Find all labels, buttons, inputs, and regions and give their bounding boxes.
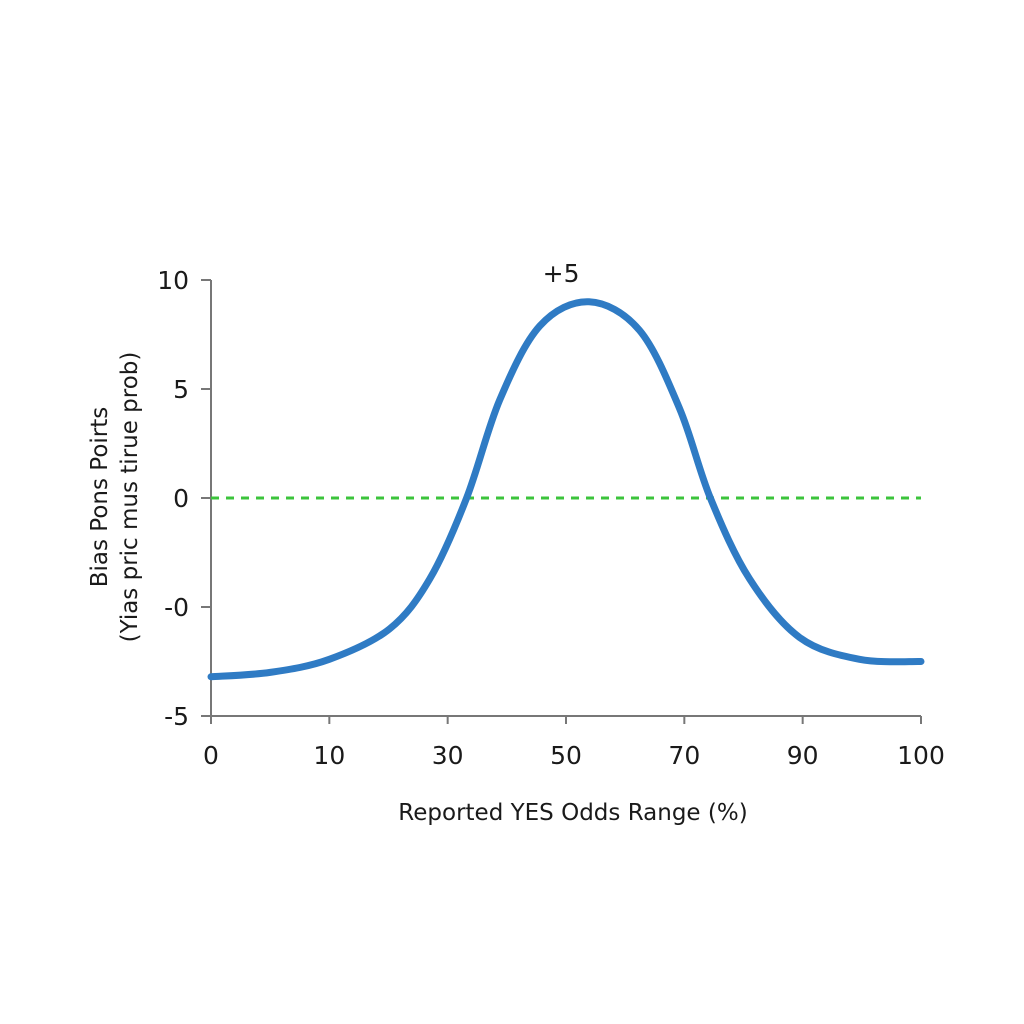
y-tick-label: -0: [164, 593, 189, 622]
x-tick-label: 90: [787, 741, 819, 770]
x-tick-label: 50: [550, 741, 582, 770]
x-tick-label: 70: [668, 741, 700, 770]
peak-annotation: +5: [543, 259, 580, 288]
y-tick-label: 5: [173, 375, 189, 404]
y-tick-label: 0: [173, 484, 189, 513]
x-tick-label: 0: [203, 741, 219, 770]
series-line: [207, 298, 925, 681]
y-axis-title-line1: Bias Pons Poirts: [87, 407, 113, 588]
x-axis-title: Reported YES Odds Range (%): [398, 800, 747, 826]
x-tick-label: 10: [313, 741, 345, 770]
x-tick-label: 100: [897, 741, 945, 770]
y-tick-label: -5: [164, 702, 189, 731]
y-axis-title-line2: (Yias pric mus tirue prob): [117, 352, 143, 643]
y-tick-label: 10: [157, 266, 189, 295]
x-tick-label: 30: [432, 741, 464, 770]
